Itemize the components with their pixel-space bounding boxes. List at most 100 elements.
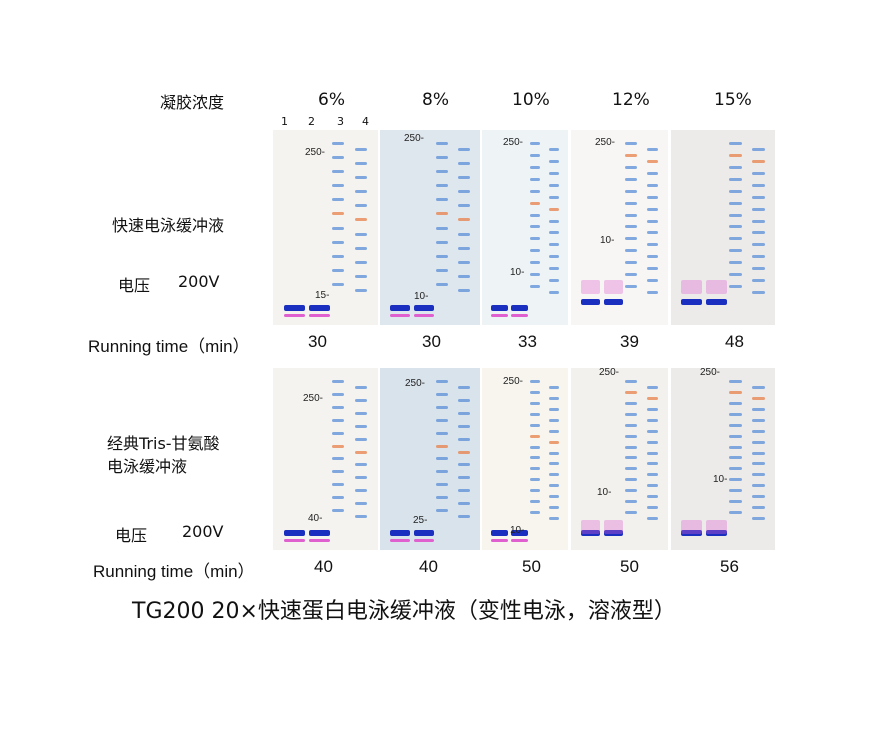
marker-band: [331, 198, 345, 202]
marker-band: [530, 401, 541, 405]
dye-front-band: [308, 305, 330, 311]
marker-band: [625, 249, 637, 253]
marker-band: [354, 204, 368, 208]
molecular-weight-marker-label: 10-: [510, 525, 525, 536]
marker-band: [549, 195, 560, 199]
dye-front-band: [706, 530, 728, 536]
marker-band: [625, 412, 637, 416]
marker-band: [752, 148, 765, 151]
marker-band: [549, 255, 560, 259]
marker-band: [436, 431, 448, 435]
dye-front-band: [390, 530, 410, 536]
marker-band: [752, 462, 765, 466]
marker-band: [530, 445, 541, 449]
marker-band: [458, 515, 470, 519]
marker-band: [354, 515, 368, 519]
marker-band: [752, 159, 765, 163]
marker-band: [752, 429, 765, 433]
marker-band: [646, 291, 659, 295]
marker-band: [331, 470, 345, 474]
marker-band: [354, 463, 368, 467]
marker-band: [625, 273, 637, 277]
running-time-value: 40: [419, 557, 438, 576]
marker-band: [625, 261, 637, 265]
marker-band: [752, 386, 765, 389]
marker-band: [549, 243, 560, 247]
marker-band: [331, 431, 345, 435]
running-time-value: 30: [422, 332, 441, 351]
molecular-weight-marker-label: 10-: [510, 267, 525, 278]
marker-band: [549, 429, 560, 433]
marker-band: [646, 440, 659, 444]
marker-band: [530, 467, 541, 471]
marker-band: [549, 231, 560, 235]
marker-band: [646, 418, 659, 422]
marker-band: [354, 246, 368, 250]
running-time-label: Running time（min）: [93, 562, 255, 581]
marker-band: [625, 153, 637, 157]
marker-band: [752, 440, 765, 444]
marker-band: [729, 500, 742, 504]
marker-band: [530, 189, 541, 193]
lane-number: 4: [362, 115, 369, 128]
molecular-weight-marker-label: 25-: [413, 515, 428, 526]
marker-band: [436, 470, 448, 474]
marker-band: [436, 226, 448, 230]
marker-band: [331, 268, 345, 272]
marker-band: [752, 207, 765, 211]
dye-front-band: [681, 299, 703, 305]
dye-pink-band: [390, 539, 410, 542]
marker-band: [530, 434, 541, 438]
marker-band: [549, 159, 560, 163]
marker-band: [530, 237, 541, 241]
marker-band: [331, 380, 345, 383]
marker-band: [331, 254, 345, 258]
marker-band: [458, 176, 470, 180]
marker-band: [752, 195, 765, 199]
marker-band: [530, 249, 541, 253]
marker-band: [458, 232, 470, 236]
marker-band: [530, 261, 541, 265]
marker-band: [354, 260, 368, 264]
molecular-weight-marker-label: 250-: [700, 367, 721, 378]
marker-band: [458, 476, 470, 480]
running-time-value: 50: [620, 557, 639, 576]
marker-band: [729, 380, 742, 383]
marker-band: [729, 201, 742, 205]
marker-band: [436, 483, 448, 487]
marker-band: [625, 189, 637, 193]
molecular-weight-marker-label: 10-: [597, 487, 612, 498]
marker-band: [530, 273, 541, 277]
marker-band: [436, 418, 448, 422]
marker-band: [646, 267, 659, 271]
marker-band: [436, 156, 448, 160]
marker-band: [458, 489, 470, 493]
marker-band: [729, 177, 742, 181]
marker-band: [458, 246, 470, 250]
marker-band: [625, 467, 637, 471]
marker-band: [354, 437, 368, 441]
lane-number: 1: [281, 115, 288, 128]
fast-buffer-label: 快速电泳缓冲液: [112, 216, 225, 235]
running-time-value: 48: [725, 332, 744, 351]
marker-band: [729, 489, 742, 493]
marker-band: [646, 473, 659, 477]
marker-band: [752, 484, 765, 488]
marker-band: [646, 451, 659, 455]
marker-band: [646, 386, 659, 389]
marker-band: [436, 254, 448, 258]
gel-image: [482, 130, 568, 325]
dye-front-band: [511, 305, 529, 311]
marker-band: [625, 237, 637, 241]
dye-front-band: [490, 305, 508, 311]
marker-band: [331, 170, 345, 174]
marker-band: [729, 423, 742, 427]
marker-band: [646, 517, 659, 521]
marker-band: [549, 495, 560, 499]
marker-band: [436, 142, 448, 145]
marker-band: [549, 171, 560, 175]
marker-band: [458, 218, 470, 222]
marker-band: [458, 398, 470, 402]
dye-pink-band: [414, 539, 434, 542]
marker-band: [530, 423, 541, 427]
